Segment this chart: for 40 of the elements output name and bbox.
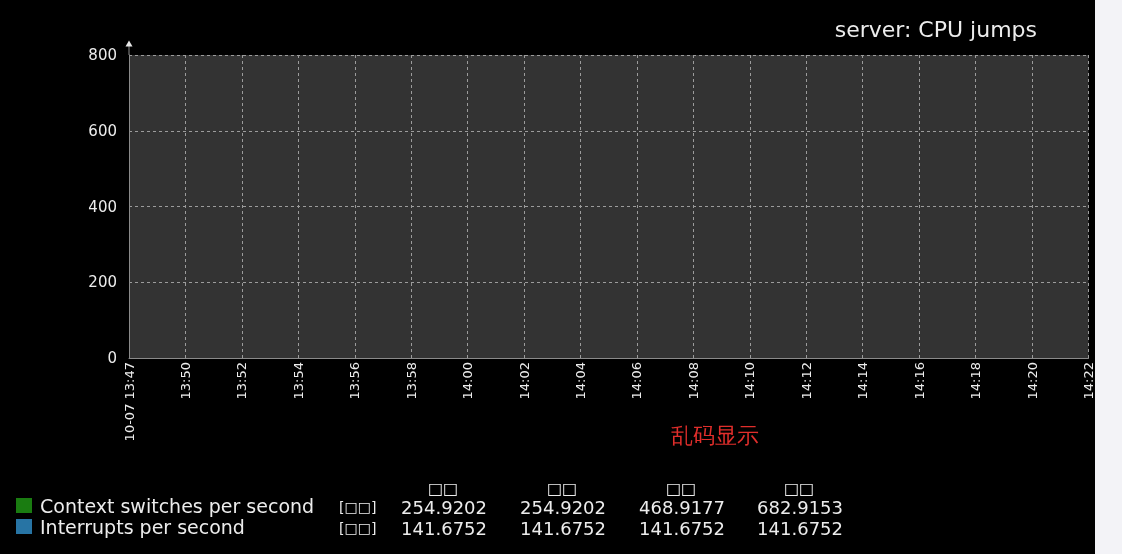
- y-tick-label: 0: [107, 349, 117, 367]
- x-tick-label: 14:18: [968, 362, 984, 400]
- y-tick-label: 800: [88, 46, 117, 64]
- y-tick-label: 200: [88, 273, 117, 292]
- x-tick-label: 10-07 13:47: [121, 362, 137, 442]
- x-tick-label: 14:12: [798, 362, 814, 400]
- text: □□: [783, 478, 815, 498]
- y-tick-label: 600: [88, 121, 117, 140]
- y-tick-label: 400: [88, 197, 117, 216]
- x-tick-label: 13:56: [347, 362, 363, 400]
- text: 254.9202: [401, 496, 487, 518]
- x-tick-label: 13:58: [403, 362, 419, 400]
- chart-title: server: CPU jumps: [834, 16, 1037, 42]
- x-tick-label: 14:06: [629, 362, 645, 400]
- x-tick-label: 14:14: [855, 362, 871, 400]
- text: 468.9177: [639, 496, 725, 518]
- text: [□□]: [339, 499, 377, 515]
- text: 682.9153: [757, 496, 843, 518]
- x-tick-label: 14:08: [685, 362, 701, 400]
- text: 乱码显示: [671, 422, 759, 448]
- x-tick-label: 14:04: [573, 362, 589, 400]
- x-tick-label: 14:20: [1024, 362, 1040, 400]
- x-tick-label: 14:00: [460, 362, 476, 400]
- x-tick-label: 13:54: [290, 362, 306, 400]
- text: □□: [546, 478, 578, 498]
- text: 141.6752: [401, 517, 487, 539]
- text: □□: [665, 478, 697, 498]
- legend-label: Context switches per second: [40, 494, 315, 517]
- text: 254.9202: [520, 496, 606, 518]
- x-tick-label: 13:52: [234, 362, 250, 400]
- text: □□: [427, 478, 459, 498]
- x-tick-label: 14:10: [742, 362, 758, 400]
- x-tick-label: 14:16: [911, 362, 927, 400]
- text: 141.6752: [639, 517, 725, 539]
- x-tick-label: 14:02: [516, 362, 532, 400]
- text: 141.6752: [757, 517, 843, 539]
- text: [□□]: [339, 520, 377, 536]
- x-tick-label: 14:22: [1081, 362, 1096, 400]
- text: 141.6752: [520, 517, 606, 539]
- x-tick-label: 13:50: [177, 362, 193, 400]
